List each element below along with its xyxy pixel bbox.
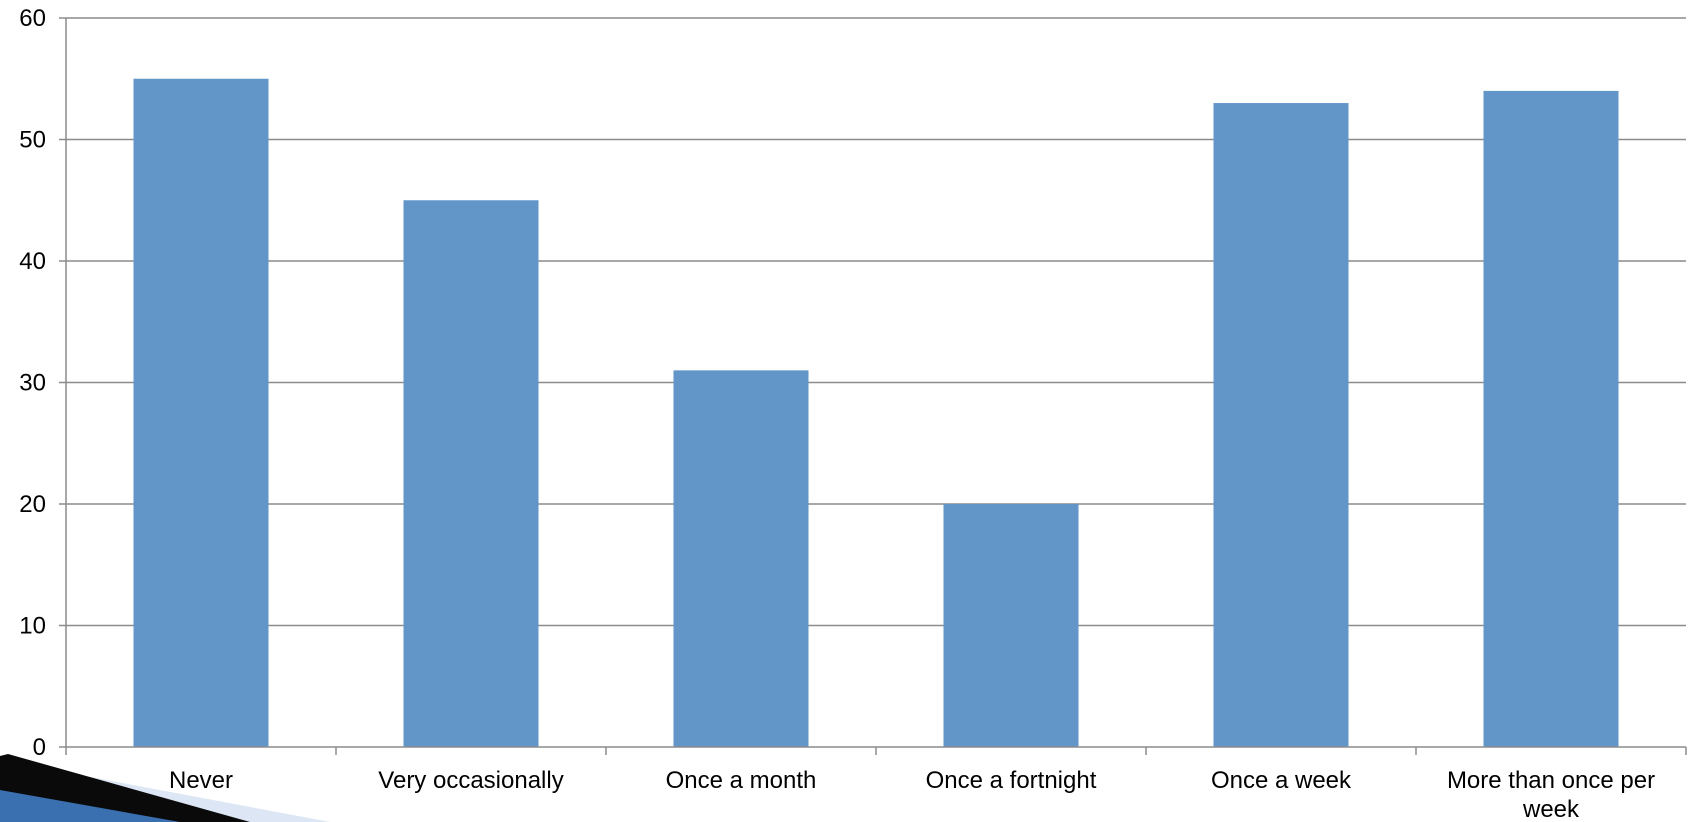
x-tick-label: More than once per week: [1447, 767, 1655, 822]
x-tick-label: Never: [169, 767, 233, 794]
bar: [943, 504, 1079, 747]
gridlines: [59, 17, 1686, 748]
y-tick-label: 50: [19, 127, 46, 154]
x-tick-label: Very occasionally: [378, 767, 563, 794]
x-tick-label-line: Never: [169, 767, 233, 794]
bars: [133, 78, 1619, 748]
y-tick-label: 10: [19, 613, 46, 640]
x-tick-label-line: Once a week: [1211, 767, 1352, 794]
y-tick-label: 30: [19, 370, 46, 397]
bar: [673, 370, 809, 747]
axes: [65, 18, 1687, 755]
bar: [1483, 90, 1619, 747]
x-tick-label-line: Very occasionally: [378, 767, 563, 794]
bar: [133, 78, 269, 747]
corner-swoosh-dark: [0, 754, 250, 822]
y-tick-labels: 0 10 20 30 40 50 60: [19, 5, 46, 761]
y-tick-label: 0: [33, 734, 46, 761]
x-tick-label: Once a week: [1211, 767, 1352, 794]
x-tick-label-line: Once a month: [666, 767, 817, 794]
corner-decoration: [0, 754, 330, 822]
y-tick-label: 60: [19, 5, 46, 32]
bar: [403, 200, 539, 747]
x-tick-label-line: week: [1522, 796, 1580, 822]
x-tick-label-line: Once a fortnight: [926, 767, 1097, 794]
x-tick-label: Once a fortnight: [926, 767, 1097, 794]
bar: [1213, 103, 1349, 748]
y-tick-label: 40: [19, 248, 46, 275]
y-tick-label: 20: [19, 491, 46, 518]
x-tick-label: Once a month: [666, 767, 817, 794]
x-tick-label-line: More than once per: [1447, 767, 1655, 794]
x-tick-labels: Never Very occasionally Once a month Once a…: [169, 767, 1655, 822]
